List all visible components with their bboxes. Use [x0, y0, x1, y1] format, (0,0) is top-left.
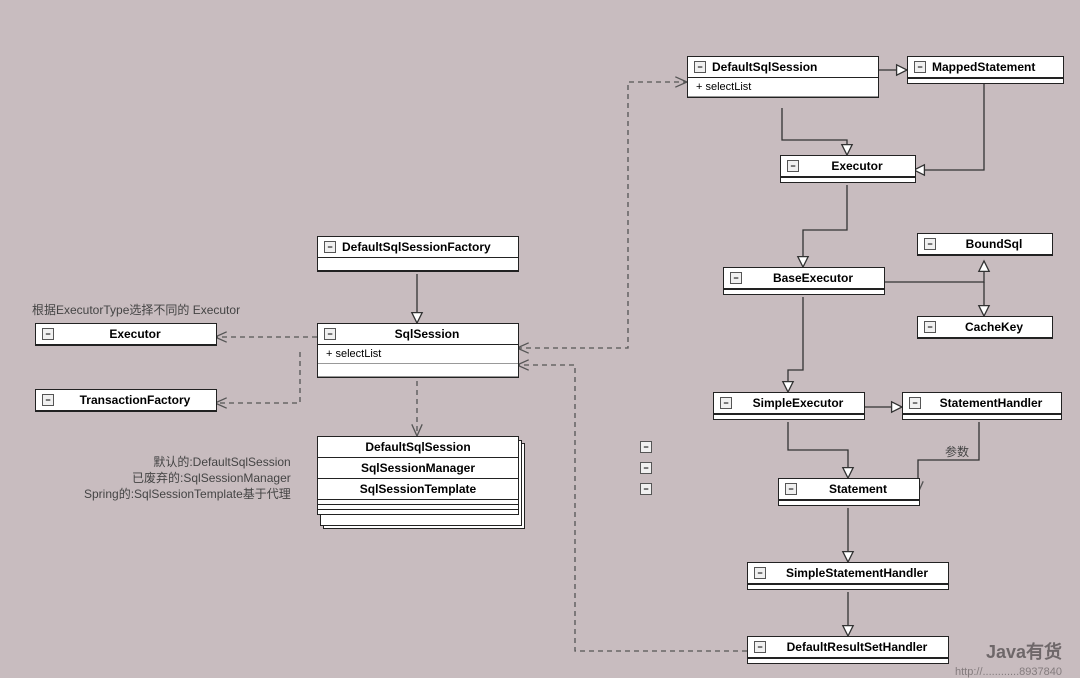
box-title: DefaultResultSetHandler — [772, 640, 942, 654]
box-title: Executor — [805, 159, 909, 173]
param-note: 参数 — [945, 444, 969, 460]
box-title: DefaultSqlSession — [365, 440, 470, 454]
collapse-icon: − — [324, 328, 336, 340]
collapse-icon: − — [754, 567, 766, 579]
box-executor-right: −Executor — [780, 155, 916, 183]
box-title: BaseExecutor — [748, 271, 878, 285]
collapse-icon: − — [42, 328, 54, 340]
box-default-resultset-handler: −DefaultResultSetHandler — [747, 636, 949, 664]
box-mapped-statement: −MappedStatement — [907, 56, 1064, 84]
impl-note-line: 默认的:DefaultSqlSession — [84, 454, 291, 470]
collapse-icon: − — [924, 321, 936, 333]
box-statement: −Statement — [778, 478, 920, 506]
box-method: + selectList — [688, 78, 878, 97]
box-sqlsession: −SqlSession + selectList — [317, 323, 519, 378]
watermark-main: Java有货 — [986, 638, 1062, 664]
collapse-icon: − — [785, 483, 797, 495]
box-title: DefaultSqlSessionFactory — [342, 240, 491, 254]
box-title: Executor — [60, 327, 210, 341]
box-sqlsession-impls: −DefaultSqlSession −SqlSessionManager −S… — [317, 436, 519, 515]
collapse-icon: − — [640, 462, 652, 474]
collapse-icon: − — [754, 641, 766, 653]
collapse-icon: − — [720, 397, 732, 409]
box-method: + selectList — [318, 345, 518, 364]
box-default-sqlsession-factory: −DefaultSqlSessionFactory — [317, 236, 519, 272]
collapse-icon: − — [914, 61, 926, 73]
box-default-sqlsession-top: −DefaultSqlSession + selectList — [687, 56, 879, 98]
box-title: BoundSql — [942, 237, 1046, 251]
box-title: SimpleExecutor — [738, 396, 858, 410]
box-simple-executor: −SimpleExecutor — [713, 392, 865, 420]
impl-note-line: 已废弃的:SqlSessionManager — [84, 470, 291, 486]
box-title: SqlSession — [342, 327, 512, 341]
box-transaction-factory: −TransactionFactory — [35, 389, 217, 412]
collapse-icon: − — [924, 238, 936, 250]
impl-row: SqlSessionTemplate — [360, 482, 476, 496]
collapse-icon: − — [640, 441, 652, 453]
box-executor-left: −Executor — [35, 323, 217, 346]
box-simple-statement-handler: −SimpleStatementHandler — [747, 562, 949, 590]
box-title: SimpleStatementHandler — [772, 566, 942, 580]
collapse-icon: − — [640, 483, 652, 495]
collapse-icon: − — [909, 397, 921, 409]
box-statement-handler: −StatementHandler — [902, 392, 1062, 420]
box-base-executor: −BaseExecutor — [723, 267, 885, 295]
diagram-canvas: −DefaultSqlSessionFactory 根据ExecutorType… — [0, 0, 1080, 678]
collapse-icon: − — [42, 394, 54, 406]
collapse-icon: − — [787, 160, 799, 172]
collapse-icon: − — [730, 272, 742, 284]
impl-note: 默认的:DefaultSqlSession 已废弃的:SqlSessionMan… — [84, 454, 291, 502]
box-title: StatementHandler — [927, 396, 1055, 410]
box-title: Statement — [803, 482, 913, 496]
box-title: DefaultSqlSession — [712, 60, 817, 74]
collapse-icon: − — [694, 61, 706, 73]
collapse-icon: − — [324, 241, 336, 253]
impl-note-line: Spring的:SqlSessionTemplate基于代理 — [84, 486, 291, 502]
watermark-sub: http://............8937840 — [955, 666, 1062, 678]
box-title: TransactionFactory — [60, 393, 210, 407]
box-title: CacheKey — [942, 320, 1046, 334]
box-bound-sql: −BoundSql — [917, 233, 1053, 256]
box-title: MappedStatement — [932, 60, 1035, 74]
impl-row: SqlSessionManager — [361, 461, 475, 475]
box-cache-key: −CacheKey — [917, 316, 1053, 339]
exec-type-note: 根据ExecutorType选择不同的 Executor — [32, 302, 240, 318]
